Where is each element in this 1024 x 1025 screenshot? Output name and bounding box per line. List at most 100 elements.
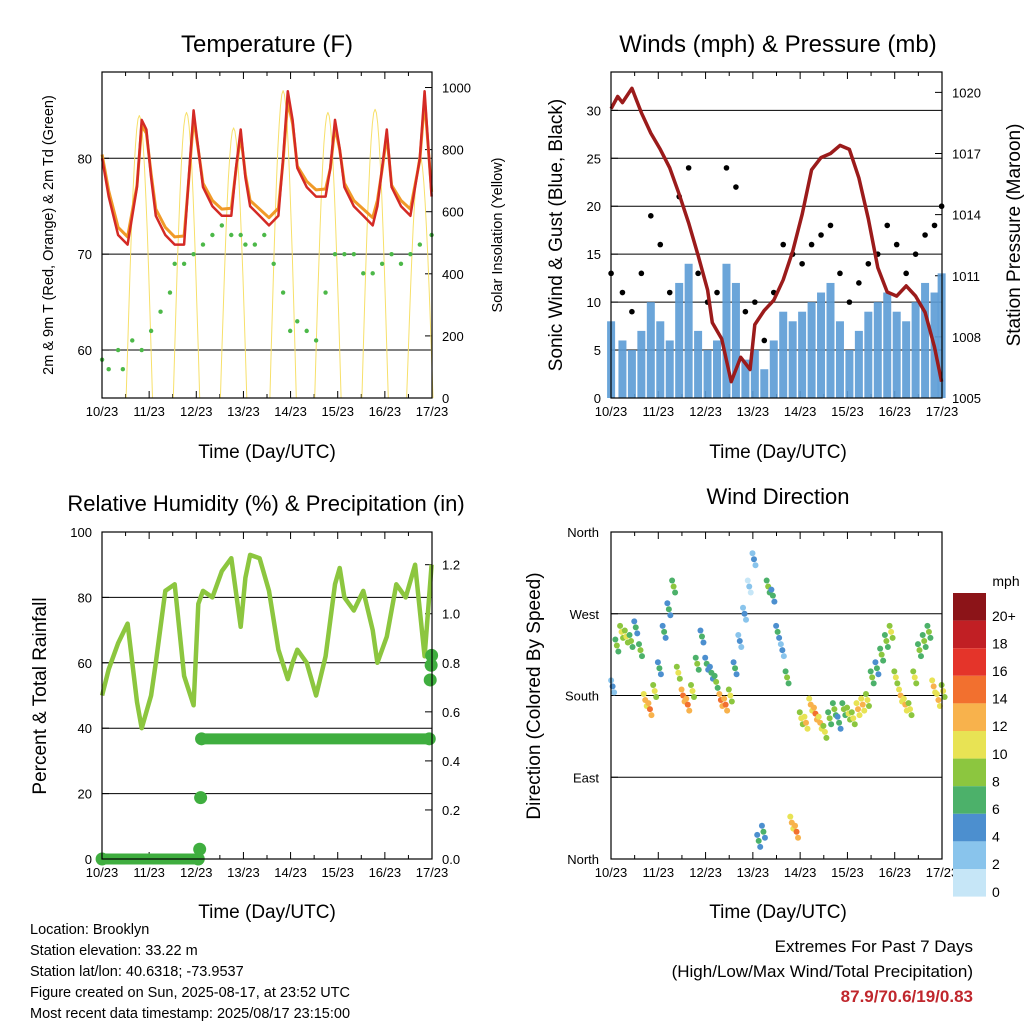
direction-point (867, 668, 874, 675)
direction-point (793, 828, 800, 835)
wind-bar (750, 350, 759, 398)
wind-bar (883, 292, 892, 398)
humidity-ytick-label-right: 1.0 (442, 607, 460, 622)
direction-point (768, 586, 775, 593)
direction-point (873, 665, 880, 672)
extremes-title: Extremes For Past 7 Days (774, 937, 973, 956)
direction-point (823, 734, 830, 741)
temperature-ytick-label-right: 400 (442, 267, 464, 282)
station-location: Location: Brooklyn (30, 922, 150, 938)
winds-ylabel-right: Station Pressure (Maroon) (1004, 124, 1024, 347)
colorbar-swatch (953, 813, 986, 842)
dewpoint-point (351, 251, 357, 257)
wind-bar (826, 282, 835, 398)
direction-point (744, 577, 751, 584)
wind-bar (807, 302, 816, 398)
direction-point (638, 653, 645, 660)
winds-ytick-label-left: 5 (594, 343, 601, 358)
humidity-xtick-label: 10/23 (86, 865, 119, 880)
colorbar-label: 20+ (992, 608, 1016, 624)
direction-point (836, 719, 843, 726)
gust-point (752, 299, 758, 305)
dewpoint-point (229, 232, 234, 238)
temperature-xtick-label: 10/23 (86, 404, 119, 419)
dewpoint-point (158, 309, 163, 314)
direction-point (676, 675, 683, 682)
humidity-xtick-label: 12/23 (180, 865, 213, 880)
direction-point (796, 709, 803, 716)
direction-point (785, 680, 792, 687)
direction-point (806, 695, 813, 702)
winds-xtick-label: 11/23 (642, 404, 674, 419)
wind-bar (817, 292, 826, 398)
direction-point (869, 674, 876, 681)
wind-bar (694, 330, 703, 398)
colorbar-label: 0 (992, 884, 1000, 900)
colorbar-swatch (953, 758, 986, 787)
direction-point (640, 691, 647, 698)
colorbar-label: 10 (992, 746, 1008, 762)
direction-point (621, 627, 628, 634)
dewpoint-point (304, 328, 309, 334)
direction-point (730, 659, 737, 666)
dewpoint-point (287, 328, 293, 334)
direction-point (864, 697, 871, 704)
direction-point (698, 633, 705, 640)
direction-point (741, 610, 748, 617)
direction-point (896, 686, 903, 693)
direction-xtick-label: 13/23 (737, 865, 770, 880)
humidity-xtick-label: 15/23 (321, 865, 354, 880)
humidity-ytick-label-left: 100 (70, 525, 92, 540)
direction-point (728, 698, 735, 705)
dewpoint-point (210, 232, 215, 238)
dewpoint-point (191, 251, 196, 257)
direction-point (829, 700, 836, 707)
direction-point (651, 687, 658, 694)
wind-bar (684, 263, 693, 398)
winds-ytick-label-right: 1020 (952, 85, 981, 100)
direction-point (787, 813, 794, 820)
direction-point (771, 598, 778, 605)
solar-insolation-line (172, 111, 201, 399)
extremes-box: Extremes For Past 7 Days (High/Low/Max W… (672, 934, 973, 1009)
direction-point (919, 632, 926, 638)
direction-point (628, 638, 635, 644)
winds-ytick-label-right: 1014 (952, 208, 981, 223)
wind-bar (618, 340, 627, 398)
direction-point (917, 653, 924, 660)
colorbar-label: 18 (992, 635, 1008, 651)
latest-timestamp: Most recent data timestamp: 2025/08/17 2… (30, 1006, 351, 1022)
direction-point (746, 583, 753, 590)
wind-bar (769, 340, 778, 398)
direction-point (706, 663, 713, 670)
direction-point (752, 562, 759, 569)
dewpoint-point (243, 242, 248, 247)
dewpoint-point (252, 242, 258, 247)
precip-point (194, 791, 208, 805)
gust-point (799, 260, 805, 267)
humidity-ytick-label-right: 0.4 (442, 754, 460, 769)
winds-xlabel: Time (Day/UTC) (709, 442, 847, 463)
direction-point (713, 678, 720, 685)
relative-humidity-line (99, 552, 434, 731)
direction-border (610, 531, 943, 860)
temperature-ytick-label-right: 1000 (442, 81, 471, 96)
direction-point (611, 689, 618, 696)
precip-point (423, 673, 437, 687)
direction-point (834, 713, 841, 720)
dewpoint-point (370, 271, 375, 276)
winds-ytick-label-right: 1005 (952, 391, 981, 406)
direction-point (645, 700, 652, 707)
dewpoint-point (167, 290, 173, 295)
dewpoint-point (342, 251, 347, 257)
direction-point (669, 577, 676, 584)
gust-point (714, 289, 720, 296)
gust-point (638, 270, 645, 277)
direction-point (862, 691, 869, 698)
direction-point (684, 701, 691, 708)
colorbar-label: 16 (992, 663, 1008, 679)
colorbar-swatch (953, 841, 986, 869)
winds-ytick-label-left: 30 (587, 103, 601, 118)
direction-point (646, 706, 653, 713)
